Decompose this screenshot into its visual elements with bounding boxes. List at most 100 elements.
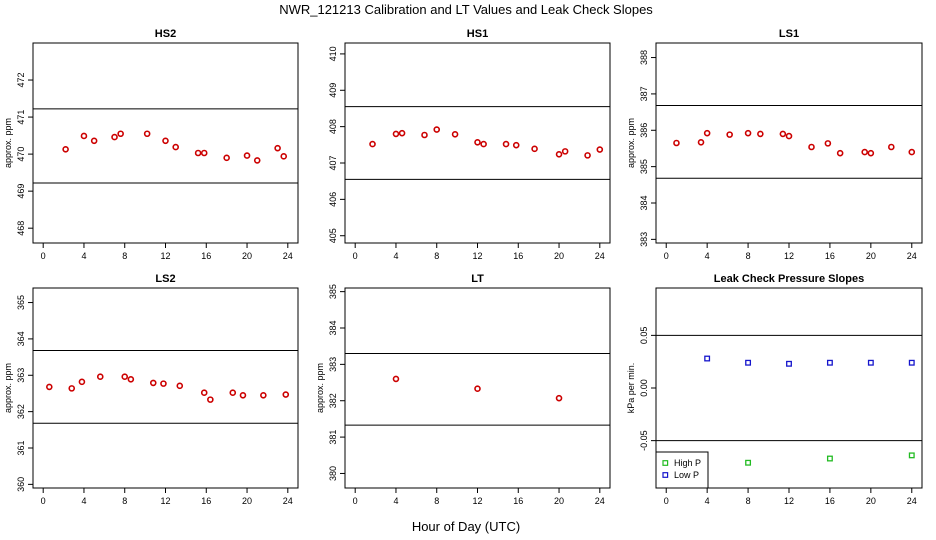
data-point	[62, 145, 69, 153]
x-tick-label: 16	[513, 496, 523, 506]
x-tick-label: 16	[513, 251, 523, 261]
x-tick-label: 8	[746, 496, 751, 506]
y-tick-label: 364	[16, 331, 26, 346]
y-axis-label: approx. ppm	[3, 118, 13, 168]
data-point	[243, 152, 251, 159]
x-tick-label: 20	[554, 251, 564, 261]
y-tick-label: 408	[328, 119, 338, 134]
panel-title: LS2	[155, 273, 175, 285]
x-tick-label: 24	[595, 251, 605, 261]
x-tick-label: 4	[81, 251, 86, 261]
y-tick-label: 365	[16, 295, 26, 310]
data-point	[143, 130, 151, 138]
y-tick-label: 385	[639, 159, 649, 174]
y-tick-label: 472	[16, 73, 26, 88]
legend: High P Low P	[655, 451, 709, 489]
plot-frame	[655, 42, 923, 244]
data-point	[745, 459, 752, 466]
x-tick-label: 12	[784, 251, 794, 261]
x-tick-label: 8	[434, 251, 439, 261]
y-tick-label: 405	[328, 228, 338, 243]
x-tick-label: 0	[664, 496, 669, 506]
data-point	[239, 391, 247, 399]
data-point	[584, 152, 591, 159]
data-point	[78, 378, 86, 386]
x-tick-label: 20	[866, 251, 876, 261]
x-tick-label: 4	[705, 496, 710, 506]
y-tick-label: 407	[328, 155, 338, 170]
data-point	[392, 375, 400, 383]
data-point	[46, 383, 53, 391]
y-tick-label: 385	[328, 284, 338, 299]
panel-3: LS2 approx. ppm 0 4 8 12 16 20 24 360 361 362 363 364…	[3, 273, 299, 506]
legend-label: Low P	[674, 470, 699, 480]
x-tick-label: 4	[81, 496, 86, 506]
x-tick-label: 0	[41, 251, 46, 261]
y-tick-label: 363	[16, 368, 26, 383]
data-point	[274, 144, 281, 152]
data-point	[867, 359, 874, 366]
data-point	[502, 140, 510, 148]
x-tick-label: 16	[201, 251, 211, 261]
x-tick-label: 16	[825, 496, 835, 506]
data-point	[96, 373, 104, 381]
data-point	[207, 396, 214, 403]
y-tick-label: 386	[639, 123, 649, 138]
data-point	[697, 138, 705, 146]
data-point	[451, 130, 459, 138]
y-axis-label: approx. ppm	[315, 363, 325, 413]
y-tick-label: 381	[328, 430, 338, 445]
y-tick-label: 468	[16, 221, 26, 236]
data-point	[512, 141, 520, 149]
data-point	[421, 131, 428, 139]
y-tick-label: 388	[639, 50, 649, 65]
panel-title: LS1	[779, 28, 799, 40]
data-point	[280, 153, 288, 160]
data-point	[111, 133, 118, 141]
data-point	[127, 375, 135, 383]
data-point	[369, 140, 376, 148]
data-point	[888, 143, 895, 151]
x-tick-label: 12	[160, 496, 170, 506]
panel-4: LT approx. ppm 0 4 8 12 16 20 24 380 381 382 383 384 3…	[315, 273, 611, 506]
data-point	[172, 143, 179, 151]
x-tick-label: 0	[353, 496, 358, 506]
data-point	[229, 389, 237, 397]
data-point	[867, 149, 875, 157]
data-point	[433, 126, 441, 133]
y-tick-label: 384	[639, 195, 649, 210]
data-point	[726, 131, 733, 138]
y-axis-label: approx. ppm	[3, 363, 13, 413]
plot-frame	[32, 287, 299, 489]
panel-title: Leak Check Pressure Slopes	[714, 273, 864, 285]
x-tick-label: 12	[160, 251, 170, 261]
y-tick-label: 360	[16, 477, 26, 492]
x-tick-label: 20	[554, 496, 564, 506]
data-point	[826, 455, 833, 462]
figure-title: NWR_121213 Calibration and LT Values and…	[279, 2, 653, 17]
data-point	[785, 132, 793, 140]
y-tick-label: 361	[16, 440, 26, 455]
x-tick-label: 12	[472, 496, 482, 506]
y-tick-label: 384	[328, 320, 338, 335]
data-point	[808, 143, 815, 151]
panel-title: HS2	[155, 28, 176, 40]
legend-marker	[662, 472, 669, 478]
data-point	[176, 382, 184, 390]
x-tick-label: 20	[242, 251, 252, 261]
data-point	[160, 380, 167, 387]
data-point	[908, 359, 915, 366]
data-point	[68, 385, 76, 392]
y-tick-label: 382	[328, 393, 338, 408]
panel-1: HS1 0 4 8 12 16 20 24 405 406 407 408 409 410	[328, 28, 611, 261]
y-tick-label: 380	[328, 466, 338, 481]
y-axis-label: approx. ppm	[626, 118, 636, 168]
x-tick-label: 0	[41, 496, 46, 506]
data-point	[80, 132, 88, 140]
x-tick-label: 0	[353, 251, 358, 261]
panels: HS2 approx. ppm 0 4 8 12 16 20 24 468 469 470 471 472…	[3, 28, 923, 506]
x-tick-label: 4	[393, 251, 398, 261]
data-point	[824, 140, 832, 147]
data-point	[121, 373, 129, 381]
data-point	[555, 150, 563, 158]
